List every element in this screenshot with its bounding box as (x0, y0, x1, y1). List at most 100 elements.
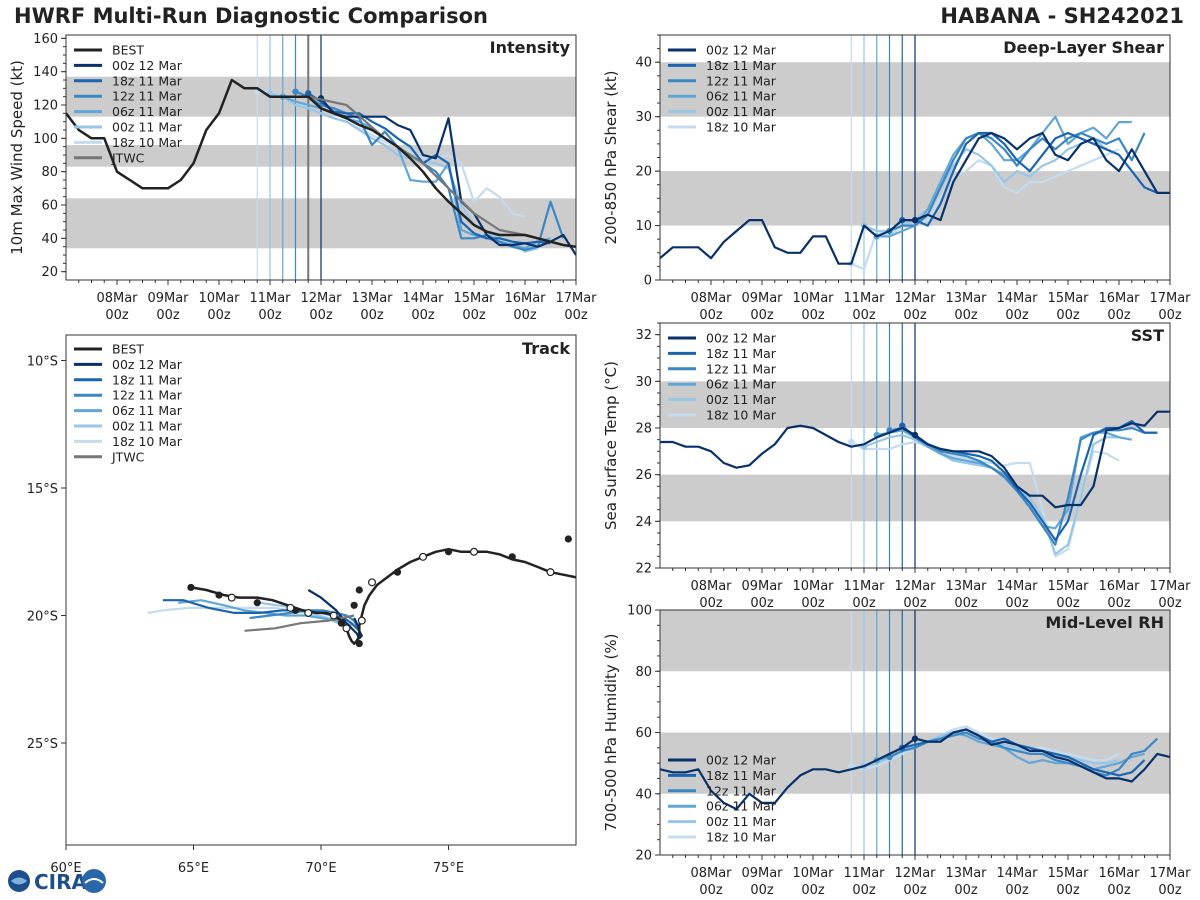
ytick-label-4: 100 (33, 132, 58, 147)
best-point-filled-2 (444, 548, 453, 556)
shear-panel: 0 10 20 30 40 08Mar 00z 09Mar 00z 10Mar 00z 11Mar 00… (602, 34, 1191, 323)
series-18z-10-mar (851, 725, 1120, 771)
xtick-label-2: 10Mar (792, 291, 834, 306)
legend-label-3: 12z 11 Mar (112, 388, 183, 403)
shear-ylabel: 200-850 hPa Shear (kt) (602, 71, 620, 245)
legend-label-1: 18z 11 Mar (706, 768, 777, 783)
xtick-sub-label-3: 00z (258, 308, 282, 323)
legend-label-5: 00z 11 Mar (112, 120, 183, 135)
legend-label-5: 18z 10 Mar (706, 408, 777, 423)
legend-label-5: 00z 11 Mar (112, 419, 183, 434)
xtick-sub-label-7: 00z (1056, 883, 1080, 898)
best-point-hollow-0 (546, 568, 555, 577)
xtick-label-1: 09Mar (147, 291, 189, 306)
legend-label-4: 00z 11 Mar (706, 104, 777, 119)
track-xtick-label-1: 65°E (178, 861, 209, 876)
xtick-label-8: 16Mar (1098, 579, 1140, 594)
best-point-hollow-5 (342, 624, 351, 633)
ytick-label-3: 80 (41, 165, 58, 180)
xtick-sub-label-5: 00z (360, 308, 384, 323)
xtick-label-1: 09Mar (741, 579, 783, 594)
best-point-filled-11 (187, 583, 195, 592)
xtick-sub-label-1: 00z (750, 596, 774, 611)
ytick-label-6: 140 (33, 65, 58, 80)
xtick-sub-label-2: 00z (801, 596, 825, 611)
sst-panel: 22 24 26 28 30 32 08Mar 00z 09Mar 00z 10Mar 00z 11Ma… (602, 322, 1191, 611)
legend-label-2: 18z 11 Mar (112, 73, 183, 88)
xtick-sub-label-1: 00z (156, 308, 180, 323)
legend-label-1: 00z 12 Mar (112, 357, 183, 372)
legend-label-0: BEST (112, 43, 144, 58)
init-point-3 (292, 88, 299, 95)
xtick-label-0: 08Mar (690, 579, 732, 594)
xtick-label-5: 13Mar (945, 579, 987, 594)
legend-label-1: 00z 12 Mar (112, 58, 183, 73)
intensity-title: Intensity (490, 38, 571, 57)
rh-ylabel: 700-500 hPa Humidity (%) (602, 633, 620, 831)
best-point-filled-3 (393, 568, 402, 576)
legend-label-2: 12z 11 Mar (706, 361, 777, 376)
best-point-filled-10 (215, 591, 223, 599)
legend-label-0: 00z 12 Mar (706, 753, 777, 768)
best-point-filled-9 (253, 599, 261, 607)
page-title: HWRF Multi-Run Diagnostic Comparison (14, 4, 489, 28)
xtick-sub-label-4: 00z (903, 883, 927, 898)
track-xtick-label-0: 60°E (50, 861, 81, 876)
legend-label-6: 18z 10 Mar (112, 135, 183, 150)
best-point-hollow-4 (357, 616, 366, 625)
sst-plot-area (660, 323, 1170, 568)
xtick-label-7: 15Mar (453, 291, 495, 306)
xtick-sub-label-3: 00z (852, 596, 876, 611)
ytick-label-2: 26 (635, 468, 652, 483)
legend-label-7: JTWC (111, 150, 145, 165)
shear-plot-area (660, 35, 1170, 280)
legend-label-1: 18z 11 Mar (706, 346, 777, 361)
track-panel: 60°E 65°E 70°E 75°E 10°S 15°S 20°S 25°S Track BES… (27, 334, 577, 876)
legend-label-4: 00z 11 Mar (706, 814, 777, 829)
xtick-sub-label-9: 00z (1158, 308, 1182, 323)
xtick-label-0: 08Mar (96, 291, 138, 306)
track-ytick-label-2: 20°S (27, 610, 58, 625)
ytick-label-7: 160 (33, 32, 58, 47)
xtick-sub-label-2: 00z (801, 308, 825, 323)
xtick-label-1: 09Mar (741, 866, 783, 881)
xtick-sub-label-4: 00z (309, 308, 333, 323)
xtick-label-3: 11Mar (843, 866, 885, 881)
legend-label-2: 18z 11 Mar (112, 372, 183, 387)
xtick-sub-label-8: 00z (1107, 596, 1131, 611)
ytick-label-1: 10 (635, 219, 652, 234)
ytick-label-1: 40 (635, 787, 652, 802)
series-18z-10-mar (257, 90, 526, 218)
legend-label-0: 00z 12 Mar (706, 43, 777, 58)
best-point-filled-1 (508, 553, 516, 561)
legend-label-2: 12z 11 Mar (706, 73, 777, 88)
intensity-plot-area (66, 35, 576, 280)
rh-title: Mid-Level RH (1045, 613, 1164, 632)
legend-label-3: 06z 11 Mar (706, 377, 777, 392)
legend-label-0: 00z 12 Mar (706, 331, 777, 346)
series-00z-11-mar (269, 92, 539, 253)
series-12z-11-mar (889, 731, 1159, 777)
shear-title: Deep-Layer Shear (1003, 38, 1164, 57)
track-12z-11-mar (249, 609, 358, 627)
xtick-label-7: 15Mar (1047, 866, 1089, 881)
xtick-sub-label-9: 00z (1158, 596, 1182, 611)
ytick-label-3: 30 (635, 110, 652, 125)
ytick-label-4: 30 (635, 375, 652, 390)
xtick-sub-label-4: 00z (903, 596, 927, 611)
best-point-filled-6 (355, 639, 363, 648)
logo-text: CIRA (34, 870, 88, 894)
ytick-label-4: 40 (635, 56, 652, 71)
xtick-label-9: 17Mar (1149, 579, 1191, 594)
ytick-label-3: 80 (635, 665, 652, 680)
best-point-filled-0 (564, 535, 572, 543)
sst-ylabel: Sea Surface Temp (°C) (602, 361, 620, 530)
legend-label-3: 06z 11 Mar (706, 799, 777, 814)
xtick-label-9: 17Mar (1149, 291, 1191, 306)
xtick-label-3: 11Mar (249, 291, 291, 306)
legend-label-3: 12z 11 Mar (112, 89, 183, 104)
logo-seal-wave (84, 878, 104, 884)
xtick-sub-label-8: 00z (1107, 883, 1131, 898)
track-ytick-label-0: 10°S (27, 355, 58, 370)
